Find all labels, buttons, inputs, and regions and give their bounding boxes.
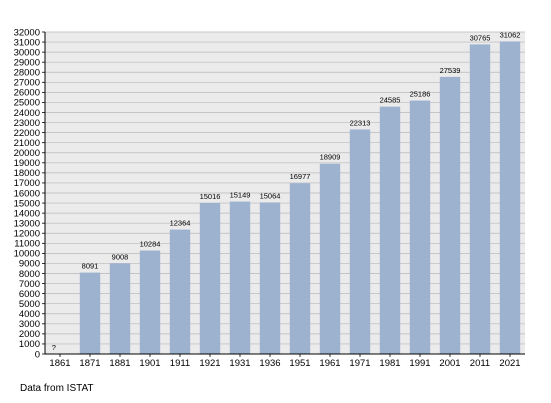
y-tick-label: 27000 [14, 78, 40, 89]
y-tick-label: 2000 [19, 329, 40, 340]
y-tick-label: 23000 [14, 118, 40, 129]
y-tick-label: 26000 [14, 88, 40, 99]
y-tick-label: 7000 [19, 279, 40, 290]
data-label-1911: 12364 [170, 219, 191, 228]
bars [79, 41, 521, 355]
data-label-1871: 8091 [82, 262, 99, 271]
bar-1991 [409, 100, 431, 354]
x-tick-label-1961: 1961 [319, 358, 340, 369]
bar-1961 [319, 163, 341, 354]
bar-1911 [169, 229, 191, 354]
x-tick-label-1951: 1951 [289, 358, 310, 369]
x-tick-label-1936: 1936 [259, 358, 280, 369]
data-label-1881: 9008 [112, 252, 129, 261]
data-labels: ? 8091 9008 10284 12364 15016 15149 15064 16977 1… [52, 30, 521, 352]
y-tick-label: 12000 [14, 229, 40, 240]
bar-1871 [79, 272, 101, 354]
bar-1901 [139, 250, 161, 354]
bar-1971 [349, 129, 371, 354]
y-tick-label: 25000 [14, 98, 40, 109]
y-tick-label: 10000 [14, 249, 40, 260]
data-label-2021: 31062 [500, 30, 521, 39]
y-tick-label: 13000 [14, 218, 40, 229]
y-tick-label: 31000 [14, 37, 40, 48]
y-tick-label: 20000 [14, 148, 40, 159]
bar-1921 [199, 202, 221, 354]
bar-2001 [439, 76, 461, 355]
x-tick-label-1991: 1991 [409, 358, 430, 369]
data-label-1936: 15064 [260, 191, 281, 200]
x-tick-label-1861: 1861 [49, 358, 70, 369]
data-label-1961: 18909 [320, 153, 341, 162]
y-tick-label: 1000 [19, 339, 40, 350]
y-tick-label: 17000 [14, 178, 40, 189]
y-tick-label: 16000 [14, 188, 40, 199]
y-tick-label: 6000 [19, 289, 40, 300]
y-tick-label: 18000 [14, 168, 40, 179]
x-tick-label-2001: 2001 [439, 358, 460, 369]
y-tick-label: 14000 [14, 208, 40, 219]
y-tick-label: 29000 [14, 57, 40, 68]
bar-1936 [259, 202, 281, 354]
y-tick-label: 30000 [14, 47, 40, 58]
y-tick-label: 19000 [14, 158, 40, 169]
data-label-1861: ? [52, 343, 56, 352]
y-tick-label: 11000 [14, 239, 40, 250]
x-tick-label-1981: 1981 [379, 358, 400, 369]
data-label-1931: 15149 [230, 191, 251, 200]
data-label-1951: 16977 [290, 172, 311, 181]
data-label-1991: 25186 [410, 90, 431, 99]
x-tick-label-2021: 2021 [499, 358, 520, 369]
y-tick-label: 4000 [19, 309, 40, 320]
data-label-1901: 10284 [140, 240, 161, 249]
data-label-1971: 22313 [350, 118, 371, 127]
bar-1951 [289, 183, 311, 354]
y-tick-label: 5000 [19, 299, 40, 310]
x-tick-label-1911: 1911 [170, 358, 190, 369]
bar-2011 [469, 44, 491, 355]
bar-2021 [499, 41, 521, 354]
y-axis-tick-labels: 0100020003000400050006000700080009000100… [14, 27, 45, 360]
data-label-1981: 24585 [380, 96, 401, 105]
data-label-1921: 15016 [200, 192, 221, 201]
y-tick-label: 9000 [19, 259, 40, 270]
y-tick-label: 3000 [19, 319, 40, 330]
y-tick-label: 28000 [14, 68, 40, 79]
y-tick-label: 15000 [14, 198, 40, 209]
x-axis-tick-labels: 1861 1871 1881 1901 1911 1921 1931 1936 1951 1961… [49, 354, 521, 369]
data-label-2011: 30765 [470, 33, 491, 42]
source-note: Data from ISTAT [20, 383, 94, 394]
y-tick-label: 8000 [19, 269, 40, 280]
data-label-2001: 27539 [440, 66, 461, 75]
x-tick-label-1931: 1931 [229, 358, 250, 369]
y-tick-label: 21000 [14, 138, 40, 149]
x-tick-label-1881: 1881 [109, 358, 130, 369]
x-tick-label-1921: 1921 [199, 358, 220, 369]
bar-1881 [109, 263, 131, 354]
y-tick-label: 24000 [14, 108, 40, 119]
y-tick-label: 0 [35, 349, 40, 360]
x-tick-label-2011: 2011 [470, 358, 490, 369]
bar-1931 [229, 201, 251, 354]
x-tick-label-1901: 1901 [139, 358, 160, 369]
x-tick-label-1871: 1871 [79, 358, 100, 369]
bar-1981 [379, 106, 401, 354]
x-tick-label-1971: 1971 [349, 358, 370, 369]
y-tick-label: 22000 [14, 128, 40, 139]
y-tick-label: 32000 [14, 27, 40, 38]
